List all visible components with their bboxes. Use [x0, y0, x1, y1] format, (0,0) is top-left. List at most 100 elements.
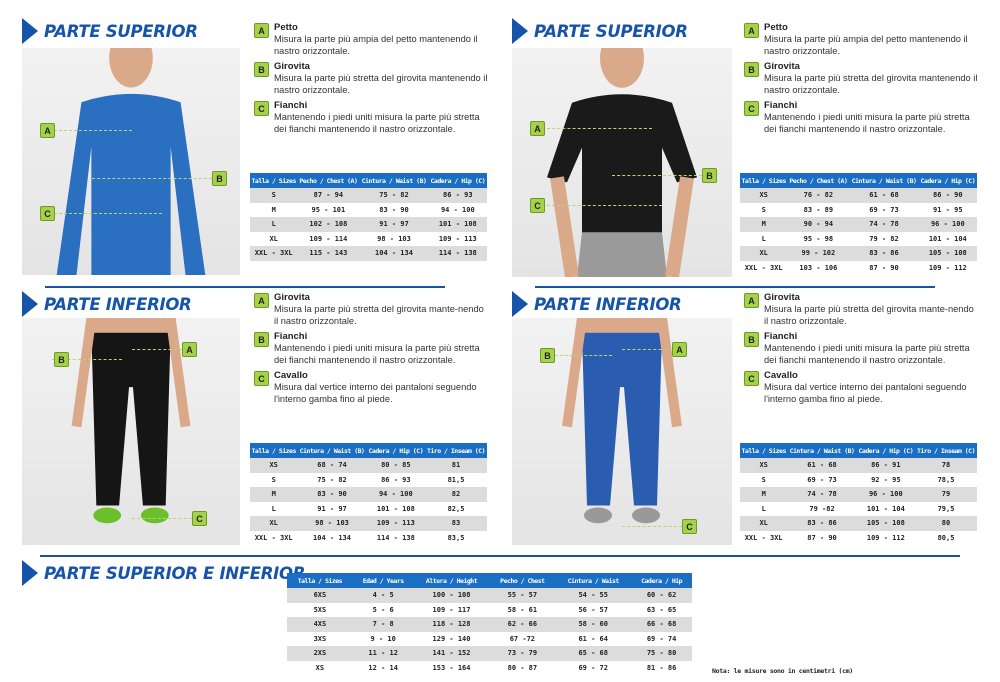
column-header: Talla / Sizes — [740, 173, 788, 188]
table-cell: 92 - 95 — [871, 475, 901, 484]
table-cell: XS — [315, 663, 325, 672]
table-row: L 91 - 97 101 - 108 82,5 — [250, 502, 487, 517]
section-heading: PARTE INFERIOR — [22, 290, 192, 318]
table-row: XXL - 3XL 104 - 134 114 - 138 83,5 — [250, 531, 487, 546]
column-header: Talla / Sizes — [250, 173, 298, 188]
table-row: XXL - 3XL 87 - 90 109 - 112 80,5 — [740, 531, 977, 546]
section-title: PARTE INFERIOR — [44, 294, 192, 314]
table-cell: 58 - 60 — [555, 617, 632, 632]
triangle-icon — [22, 18, 38, 44]
triangle-icon — [22, 291, 38, 317]
column-header: Cintura / Waist (B) — [297, 443, 367, 458]
measurement-instructions: A Petto Misura la parte più ampia del pett… — [250, 22, 490, 139]
table-cell: 96 - 100 — [918, 217, 977, 232]
table-cell: 56 - 57 — [578, 605, 608, 614]
table-header-row: Talla / Sizes Edad / Years Altura / Height… — [287, 573, 692, 588]
marker-badge: B — [744, 332, 759, 347]
measure-line — [540, 355, 612, 356]
marker-badge: B — [540, 348, 555, 363]
column-header: Cadera / Hip (C) — [428, 173, 487, 188]
instruction-item: A Girovita Misura la parte più stretta del… — [250, 292, 490, 327]
size-table: Talla / Sizes Cintura / Waist (B) Cadera /… — [740, 443, 977, 545]
table-row: M 90 - 94 74 - 78 96 - 100 — [740, 217, 977, 232]
marker-badge: B — [212, 171, 227, 186]
instruction-title: Girovita — [274, 292, 310, 303]
table-cell: L — [761, 234, 766, 243]
marker-badge: B — [254, 332, 269, 347]
table-cell: 95 - 101 — [311, 205, 346, 214]
triangle-icon — [512, 18, 528, 44]
model-photo: A B C — [22, 318, 240, 545]
table-cell: XL — [269, 234, 278, 243]
marker-badge: A — [254, 293, 269, 308]
table-header-row: Talla / Sizes Pecho / Chest (A) Cintura / … — [250, 173, 487, 188]
table-cell: 83 - 89 — [803, 205, 834, 214]
table-cell: 76 - 82 — [787, 188, 850, 203]
section-heading: PARTE INFERIOR — [512, 290, 682, 318]
table-cell: 105 - 108 — [918, 246, 977, 261]
kids-size-table: Talla / Sizes Edad / Years Altura / Height… — [287, 573, 692, 675]
table-cell: 4XS — [287, 617, 353, 632]
instruction-item: C Fianchi Mantenendo i piedi uniti misura … — [740, 100, 980, 135]
table-cell: 79 -82 — [809, 504, 835, 513]
table-cell: XS — [250, 458, 298, 473]
table-cell: XL — [250, 516, 298, 531]
table-cell: M — [740, 487, 788, 502]
table-cell: 83 — [425, 516, 487, 531]
marker-badge: B — [254, 62, 269, 77]
measurement-instructions: A Girovita Misura la parte più stretta del… — [250, 292, 490, 409]
table-cell: 99 - 102 — [787, 246, 850, 261]
table-row: M 74 - 78 96 - 100 79 — [740, 487, 977, 502]
divider — [45, 286, 445, 288]
size-table: Talla / Sizes Pecho / Chest (A) Cintura / … — [740, 173, 977, 275]
instruction-title: Petto — [764, 22, 788, 33]
marker-badge: C — [682, 519, 697, 534]
model-photo: A B C — [512, 48, 732, 277]
model-photo: A B C — [512, 318, 732, 545]
table-cell: 153 - 164 — [432, 663, 471, 672]
column-header: Edad / Years — [352, 573, 414, 588]
instruction-title: Fianchi — [274, 331, 308, 342]
table-cell: 105 - 108 — [856, 516, 915, 531]
instruction-title: Cavallo — [764, 370, 798, 381]
table-row: XL 109 - 114 98 - 103 109 - 113 — [250, 232, 487, 247]
triangle-icon — [22, 560, 38, 586]
instruction-item: B Girovita Misura la parte più stretta del… — [740, 61, 980, 96]
table-cell: S — [271, 475, 276, 484]
table-cell: 87 - 94 — [297, 188, 360, 203]
column-header: Altura / Height — [413, 573, 490, 588]
divider — [40, 555, 960, 557]
marker-badge: A — [254, 23, 269, 38]
marker-badge: C — [530, 198, 545, 213]
table-cell: 81 — [425, 458, 487, 473]
table-cell: 61 - 68 — [787, 458, 857, 473]
column-header: Cintura / Waist — [555, 573, 632, 588]
marker-badge: A — [530, 121, 545, 136]
measure-line — [622, 526, 682, 527]
marker-badge: B — [744, 62, 759, 77]
instruction-text: Misura la parte più ampia del petto mant… — [764, 34, 968, 56]
column-header: Tiro / Inseam (C) — [915, 443, 977, 458]
table-cell: 83 - 90 — [379, 205, 409, 214]
table-row: S 87 - 94 75 - 82 86 - 93 — [250, 188, 487, 203]
table-cell: 80 - 85 — [366, 458, 425, 473]
table-cell: 60 - 62 — [631, 588, 692, 603]
table-row: XS 76 - 82 61 - 68 86 - 90 — [740, 188, 977, 203]
table-cell: 83 - 86 — [787, 516, 857, 531]
table-cell: 5XS — [313, 605, 327, 614]
table-cell: 109 - 113 — [438, 234, 477, 243]
table-cell: 83 - 90 — [297, 487, 367, 502]
table-cell: 61 - 68 — [849, 188, 919, 203]
marker-badge: A — [672, 342, 687, 357]
table-cell: 83 - 86 — [849, 246, 919, 261]
instruction-text: Mantenendo i piedi uniti misura la parte… — [764, 112, 970, 134]
table-cell: 86 - 90 — [918, 188, 977, 203]
marker-badge: B — [54, 352, 69, 367]
table-row: M 95 - 101 83 - 90 94 - 100 — [250, 203, 487, 218]
table-cell: 81,5 — [447, 475, 465, 484]
table-cell: 115 - 143 — [297, 246, 360, 261]
table-cell: 87 - 90 — [807, 533, 837, 542]
table-cell: 104 - 134 — [359, 246, 429, 261]
table-cell: 96 - 100 — [856, 487, 915, 502]
table-cell: 63 - 65 — [646, 605, 677, 614]
